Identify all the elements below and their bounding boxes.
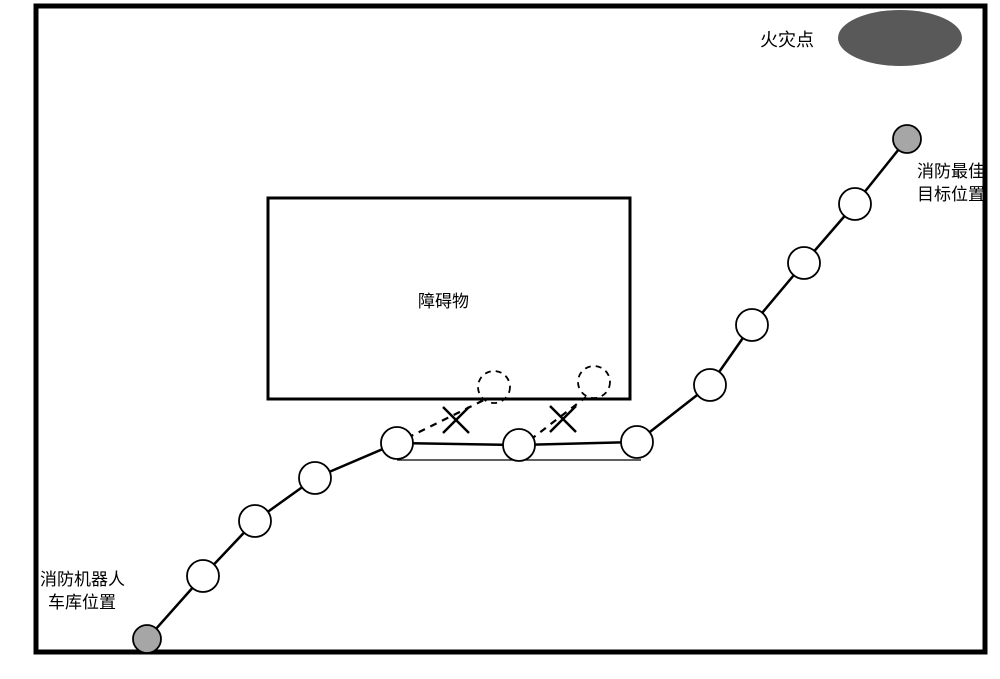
start-node — [133, 625, 161, 653]
target-node — [893, 125, 921, 153]
fire-point — [838, 10, 962, 66]
path-node — [239, 505, 271, 537]
path-edge — [397, 443, 519, 445]
path-node — [621, 426, 653, 458]
rejected-edge — [407, 399, 486, 438]
rejected-node — [578, 366, 610, 398]
path-node — [299, 462, 331, 494]
path-node — [788, 247, 820, 279]
path-node — [503, 429, 535, 461]
fire-point-label: 火灾点 — [760, 28, 814, 52]
path-node — [381, 427, 413, 459]
path-node — [839, 188, 871, 220]
rejected-edge — [530, 397, 586, 440]
target-label-line2: 目标位置 — [917, 184, 985, 207]
outer-frame — [36, 6, 985, 652]
diagram-canvas — [0, 0, 1000, 679]
path-node — [187, 560, 219, 592]
start-label-line1: 消防机器人 — [40, 569, 125, 592]
target-label-line1: 消防最佳 — [917, 161, 985, 184]
start-label-line2: 车库位置 — [48, 592, 116, 615]
path-node — [736, 309, 768, 341]
obstacle-label: 障碍物 — [418, 291, 469, 314]
path-node — [694, 369, 726, 401]
path-edge — [519, 442, 637, 445]
